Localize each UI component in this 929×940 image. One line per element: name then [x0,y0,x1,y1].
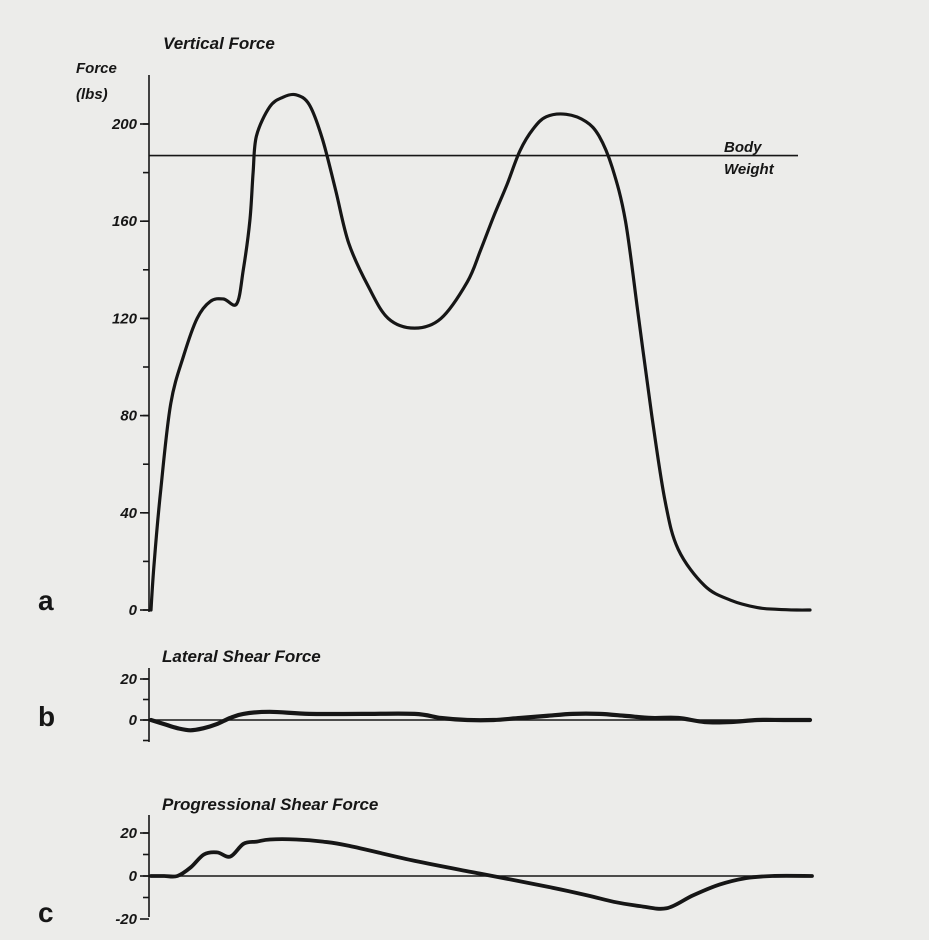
panel-label: a [38,585,54,616]
y-tick-label: 40 [119,505,137,522]
panel-label: c [38,897,54,928]
series-line [148,709,813,733]
y-ticks: 0 40 80 120 160 200 [111,75,150,619]
plot-area [149,837,814,911]
y-tick-label: 0 [129,868,138,885]
y-axis-label-line2: (lbs) [76,86,108,103]
chart-title: Progressional Shear Force [162,795,378,814]
y-tick-label: 160 [112,213,138,230]
chart-title: Lateral Shear Force [162,647,321,666]
plot-area [148,709,813,733]
y-axis-label-line1: Force [76,60,117,77]
y-tick-label: 20 [119,825,137,842]
reference-line-label-line1: Body [724,139,762,156]
lateral-shear-chart: Lateral Shear Force b 0 20 [38,647,813,742]
series-line [149,92,812,612]
y-tick-label: 20 [119,671,137,688]
y-tick-label: -20 [115,911,137,928]
progressional-shear-chart: Progressional Shear Force c 0 20 -20 [38,795,814,928]
plot-area [149,92,812,612]
chart-title: Vertical Force [163,34,275,53]
y-tick-label: 80 [120,408,137,425]
y-tick-label: 0 [129,712,138,729]
y-ticks: 0 20 -20 [115,815,150,928]
y-tick-label: 200 [111,116,138,133]
y-tick-label: 0 [129,602,138,619]
reference-line-label-line2: Weight [724,161,775,178]
panel-label: b [38,701,55,732]
y-ticks: 0 20 [119,668,150,742]
y-tick-label: 120 [112,310,138,327]
vertical-force-chart: Vertical Force Force (lbs) Body Weight a… [38,34,812,619]
series-line [149,837,814,911]
